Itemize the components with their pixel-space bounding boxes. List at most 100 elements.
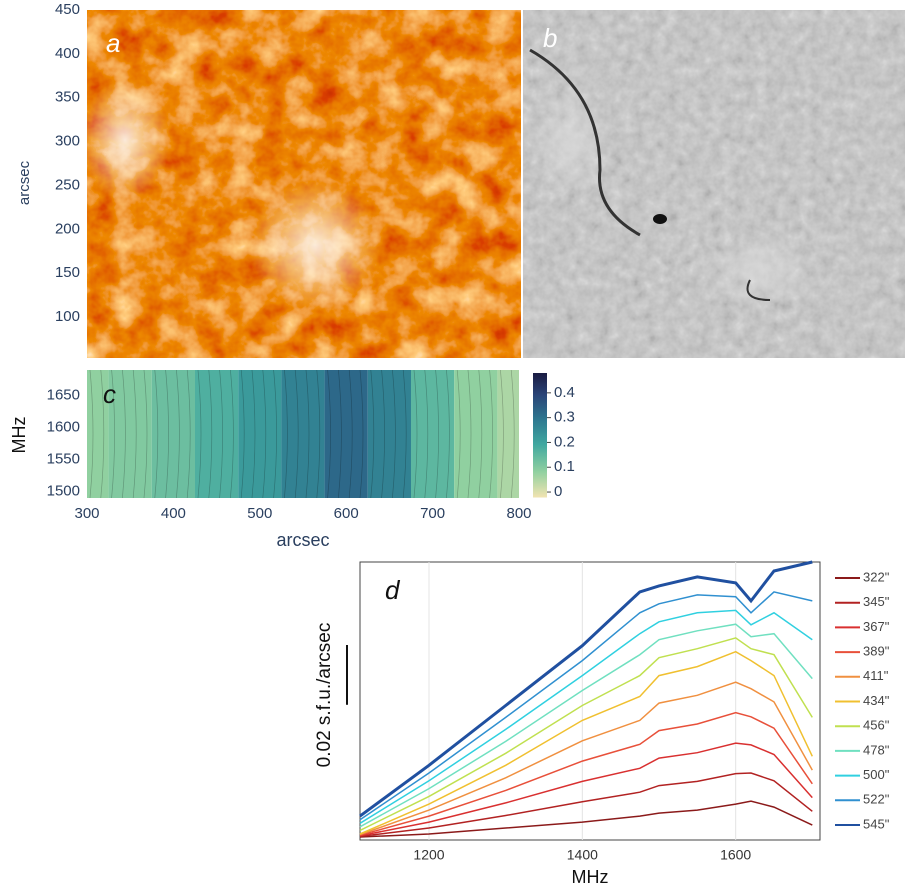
colorbar-segment — [533, 377, 547, 380]
contour — [478, 369, 483, 499]
filament — [529, 48, 641, 237]
colorbar-segment — [533, 485, 547, 488]
colorbar-segment — [533, 413, 547, 416]
spectrum-line — [359, 623, 813, 828]
x-tick-label: 500 — [247, 505, 272, 522]
panel-label: a — [106, 28, 120, 58]
spectrum-line — [359, 772, 813, 838]
colorbar-segment — [533, 441, 547, 444]
spectrum-line — [359, 800, 813, 838]
colorbar-segment — [533, 401, 547, 404]
filament — [746, 279, 771, 301]
contour — [392, 369, 396, 499]
heat-cell — [454, 370, 498, 498]
colorbar-segment — [533, 477, 547, 480]
legend-label: 322" — [863, 569, 890, 584]
contour — [186, 369, 191, 499]
contour — [154, 369, 159, 499]
x-tick-label: 800 — [506, 505, 531, 522]
y-tick-label: 250 — [55, 176, 80, 193]
contour — [456, 369, 461, 499]
contour — [338, 369, 342, 499]
legend-label: 434" — [863, 693, 890, 708]
heat-cell — [324, 370, 368, 498]
colorbar-segment — [533, 411, 547, 414]
contour — [348, 369, 353, 499]
contour — [197, 369, 202, 499]
colorbar-segment — [533, 373, 547, 376]
colorbar-segment — [533, 381, 547, 384]
colorbar-segment — [533, 415, 547, 418]
colorbar-segment — [533, 461, 547, 464]
colorbar-segment — [533, 457, 547, 460]
colorbar-segment — [533, 399, 547, 402]
colorbar-segment — [533, 491, 547, 494]
contour — [230, 369, 234, 499]
y-tick-label: 100 — [55, 308, 80, 325]
colorbar-segment — [533, 397, 547, 400]
colorbar-segment — [533, 453, 547, 456]
spectrum-line — [359, 609, 813, 824]
spectrum-line — [359, 711, 813, 836]
spectrum-line — [359, 591, 813, 821]
x-tick-label: 1600 — [720, 847, 751, 863]
contour — [500, 369, 504, 499]
y-tick-label: 200 — [55, 220, 80, 237]
contour — [122, 369, 126, 499]
colorbar-segment — [533, 443, 547, 446]
colorbar-segment — [533, 427, 547, 430]
sunspot — [653, 214, 667, 224]
legend-label: 500" — [863, 767, 890, 782]
colorbar-segment — [533, 393, 547, 396]
colorbar-segment — [533, 431, 547, 434]
colorbar-segment — [533, 483, 547, 486]
colorbar-segment — [533, 451, 547, 454]
contour — [176, 369, 180, 499]
contour — [402, 369, 407, 499]
spectrum-line — [359, 681, 813, 836]
heat-cell — [367, 370, 411, 498]
contour — [219, 369, 223, 499]
x-tick-label: 400 — [161, 505, 186, 522]
colorbar-tick-label: 0.1 — [554, 458, 575, 475]
colorbar-segment — [533, 469, 547, 472]
contour — [359, 369, 364, 499]
colorbar-segment — [533, 403, 547, 406]
y-tick-label: 450 — [55, 1, 80, 18]
heat-cell — [151, 370, 195, 498]
colorbar-segment — [533, 489, 547, 492]
colorbar-segment — [533, 375, 547, 378]
contour — [111, 369, 115, 499]
contour — [327, 369, 331, 499]
colorbar-segment — [533, 395, 547, 398]
colorbar-segment — [533, 445, 547, 448]
colorbar-segment — [533, 463, 547, 466]
contour — [273, 369, 277, 499]
panel-label: c — [103, 379, 116, 409]
legend-label: 345" — [863, 594, 890, 609]
heat-cell — [108, 370, 152, 498]
contour — [89, 369, 94, 499]
colorbar-segment — [533, 495, 547, 498]
y-axis-label: 0.02 s.f.u./arcsec — [314, 623, 335, 768]
spectrum-line — [359, 637, 813, 832]
y-tick-label: 1600 — [47, 419, 80, 436]
heat-cell — [281, 370, 325, 498]
colorbar-segment — [533, 449, 547, 452]
x-tick-label: 300 — [74, 505, 99, 522]
bright-region — [705, 230, 815, 310]
panel-label: d — [385, 575, 401, 605]
y-tick-label: 1500 — [47, 483, 80, 500]
contour — [262, 369, 267, 499]
contour — [143, 369, 148, 499]
legend-label: 389" — [863, 644, 890, 659]
contour — [284, 369, 288, 499]
colorbar-segment — [533, 379, 547, 382]
y-axis-label: MHz — [9, 417, 29, 454]
colorbar-segment — [533, 459, 547, 462]
spectrum-line — [359, 742, 813, 837]
heat-cell — [411, 370, 455, 498]
y-tick-label: 400 — [55, 45, 80, 62]
y-tick-label: 300 — [55, 133, 80, 150]
